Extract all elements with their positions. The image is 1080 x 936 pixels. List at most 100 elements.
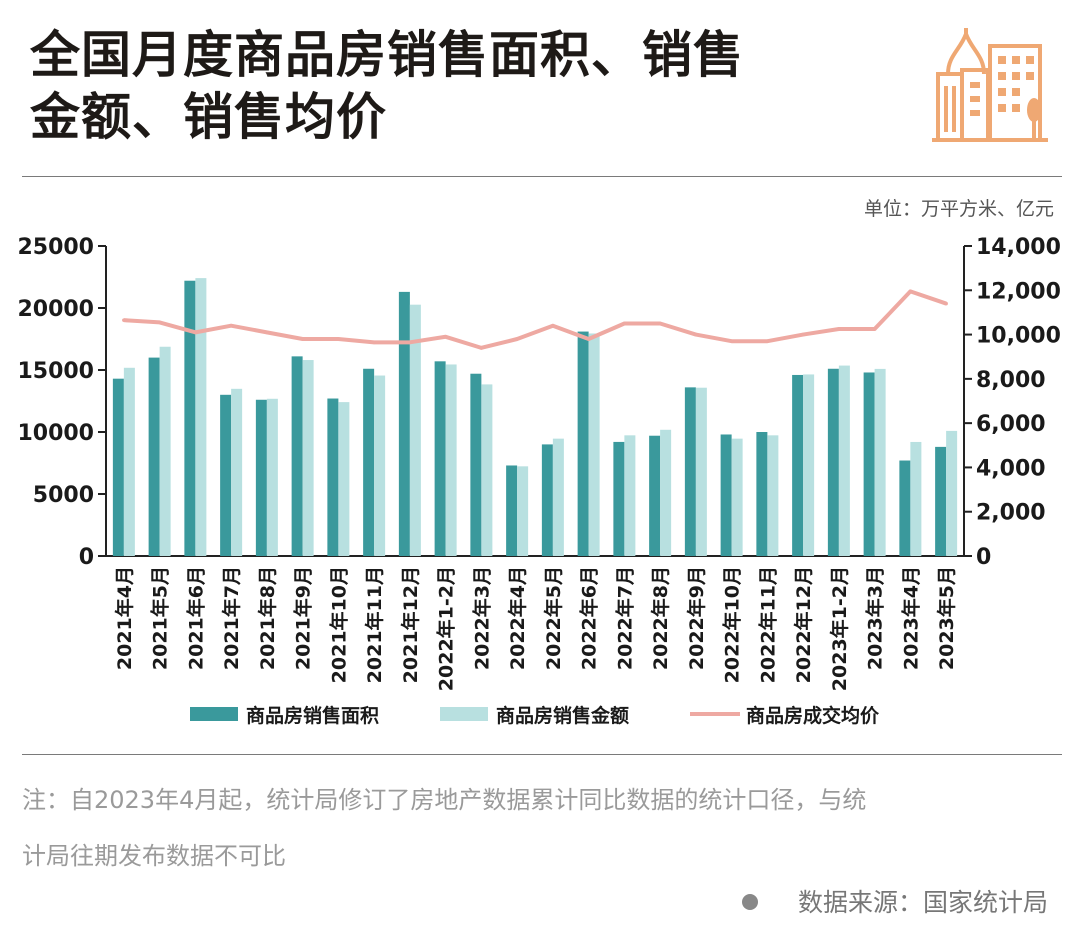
price-point [122, 318, 126, 322]
right-tick-label: 8,000 [976, 368, 1046, 393]
x-tick-label: 2023年4月 [899, 566, 922, 670]
unit-label: 单位：万平方米、亿元 [863, 198, 1054, 220]
x-tick-label: 2021年9月 [292, 566, 315, 670]
legend-swatch [440, 707, 488, 721]
area-bar [148, 357, 160, 556]
price-point [944, 301, 948, 306]
amount-bar [767, 435, 779, 556]
amount-bar [552, 438, 564, 556]
page-title: 全国月度商品房销售面积、销售 金额、销售均价 [30, 24, 870, 148]
area-bar [363, 368, 375, 556]
x-tick-label: 2022年1-2月 [435, 566, 458, 691]
area-bar [291, 356, 303, 556]
area-bar [220, 394, 232, 556]
price-point [408, 340, 412, 345]
price-point [551, 323, 555, 328]
sales-chart: 0 5000 10000 15000 20000 25000 0 2,000 4,000 6,00… [17, 235, 1061, 727]
area-bar [434, 361, 446, 556]
right-tick-label: 4,000 [976, 456, 1046, 481]
bullet-dot-icon [741, 894, 758, 910]
amount-bar [123, 367, 135, 556]
amount-bar [838, 365, 850, 556]
area-bar [649, 435, 661, 556]
x-tick-label: 2022年10月 [721, 566, 744, 683]
price-point [336, 337, 341, 341]
amount-bar [517, 466, 529, 556]
x-tick-label: 2023年1-2月 [828, 566, 851, 691]
area-bar [684, 387, 696, 556]
x-tick-label: 2022年8月 [649, 566, 672, 670]
right-tick-label: 6,000 [976, 412, 1046, 437]
area-bar [899, 460, 911, 556]
price-point [801, 332, 805, 337]
x-tick-label: 2022年9月 [685, 566, 708, 670]
right-tick-label: 12,000 [976, 279, 1061, 304]
amount-bar [588, 333, 600, 556]
price-point [157, 320, 162, 325]
left-tick-label: 15000 [17, 359, 94, 384]
right-tick-label: 0 [976, 545, 991, 570]
amount-bar [231, 388, 243, 556]
x-tick-label: 2022年5月 [542, 566, 565, 670]
bottom-divider [22, 754, 1062, 755]
x-tick-label: 2021年10月 [327, 566, 350, 683]
price-point [265, 330, 269, 335]
price-point [622, 321, 627, 326]
left-tick-label: 5000 [33, 483, 94, 508]
amount-bar [445, 364, 457, 556]
x-tick-label: 2022年4月 [506, 566, 529, 670]
price-point [694, 332, 698, 337]
area-bar [863, 372, 875, 556]
amount-bar [731, 438, 743, 556]
right-tick-label: 10,000 [976, 324, 1061, 349]
x-tick-label: 2021年11月 [363, 566, 386, 683]
price-line [123, 289, 947, 350]
price-point [300, 337, 305, 341]
amount-bar [195, 278, 207, 556]
footnote-line-2: 计局往期发布数据不可比 [22, 842, 286, 870]
amount-bar [946, 430, 958, 556]
title-line-1: 全国月度商品房销售面积、销售 [30, 26, 744, 84]
left-tick-label: 0 [79, 545, 94, 570]
price-point [515, 337, 519, 341]
price-point [443, 334, 448, 339]
area-bar [327, 398, 339, 556]
area-bar [827, 368, 839, 556]
area-bar [112, 378, 124, 556]
building-logo-icon [932, 28, 1048, 142]
x-tick-label: 2021年5月 [149, 566, 172, 670]
x-tick-label: 2022年3月 [470, 566, 493, 670]
amount-bar [803, 374, 815, 556]
area-bar [470, 373, 482, 556]
x-tick-label: 2021年12月 [399, 566, 422, 683]
x-tick-label: 2022年11月 [756, 566, 779, 683]
amount-bar [874, 368, 886, 556]
legend-label: 商品房销售面积 [246, 704, 379, 727]
area-bar [398, 291, 410, 556]
amount-bar [302, 360, 314, 556]
price-point [586, 337, 591, 341]
amount-bar [660, 429, 672, 556]
x-tick-label: 2022年6月 [578, 566, 601, 670]
amount-bar [409, 304, 421, 556]
legend-label: 商品房销售金额 [496, 704, 629, 727]
legend-swatch [190, 707, 238, 721]
data-source-text: 数据来源：国家统计局 [797, 888, 1048, 917]
x-tick-label: 2021年6月 [184, 566, 207, 670]
price-point [872, 327, 877, 331]
x-tick-label: 2022年12月 [792, 566, 815, 683]
area-bar [720, 434, 732, 556]
price-point [729, 339, 734, 344]
price-point [229, 323, 233, 328]
area-bar [613, 441, 625, 556]
right-tick-label: 2,000 [976, 501, 1046, 526]
price-point [658, 321, 662, 326]
area-bar [577, 331, 589, 556]
area-bar [541, 444, 553, 556]
amount-bar [374, 375, 386, 556]
data-source: 数据来源：国家统计局 [741, 883, 1048, 919]
amount-bar [159, 346, 171, 556]
x-tick-label: 2022年7月 [613, 566, 636, 670]
x-tick-label: 2021年4月 [113, 566, 136, 670]
x-tick-label: 2023年5月 [935, 566, 958, 670]
